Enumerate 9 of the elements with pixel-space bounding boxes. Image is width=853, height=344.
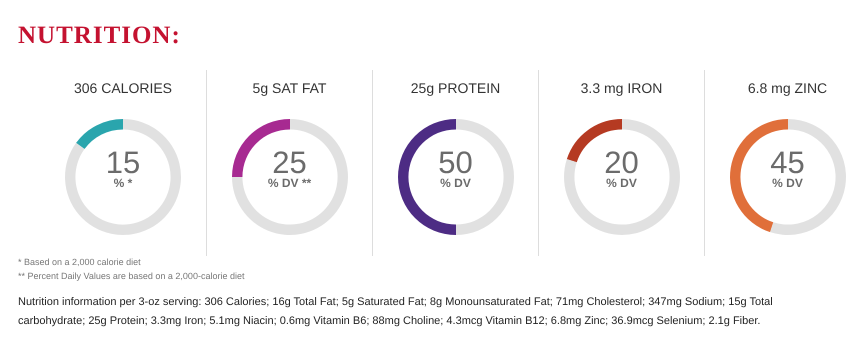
- text: Nutrition information per 3-oz serving: 306 Calories; 16g Total Fat; 5g Saturated Fat; 8g Monounsaturated Fat; 71mg Cholesterol; 347mg Sodium; 15g Total carbohydrate; 25g Protein; 3.3mg Iron; 5.1mg Niacin; 0.6mg Vitamin B6; 88mg Choline; 4.3mcg Vitamin B12; 6.8mg Zinc; 36.9mcg Selenium; 2.1g Fiber.: [18, 295, 774, 329]
- chart-title: 6.8 mg ZINC: [746, 80, 828, 96]
- text: * Based on a 2,000 calorie diet: [18, 256, 142, 269]
- text: NUTRITION:: [18, 22, 181, 50]
- chart-title: 5g SAT FAT: [252, 80, 328, 96]
- text: ** Percent Daily Values are based on a 2,000-calorie diet: [18, 270, 246, 283]
- chart-title: 25g PROTEIN: [410, 80, 502, 96]
- chart-title: 3.3 mg IRON: [580, 80, 664, 96]
- chart-title: 306 CALORIES: [72, 80, 174, 96]
